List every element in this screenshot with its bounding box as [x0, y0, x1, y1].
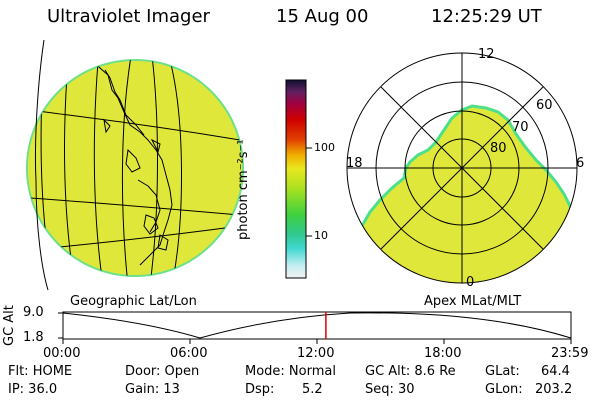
time-tick-0000: 00:00: [43, 346, 81, 361]
geo-grid-outer: [34, 39, 45, 181]
time-label: 12:25:29 UT: [431, 6, 542, 27]
altitude-curve: [62, 312, 572, 339]
geo-panel-label: Geographic Lat/Lon: [70, 294, 197, 309]
mlt-label-12: 12: [478, 47, 495, 62]
status-glon-value: 203.2: [535, 382, 573, 397]
status-glon-label: GLon:: [485, 382, 523, 397]
instrument-title: Ultraviolet Imager: [47, 6, 210, 27]
status-dsp-value: 5.2: [302, 382, 323, 397]
colorbar: [285, 79, 312, 279]
status-mode: Mode: Normal: [245, 364, 336, 379]
status-dsp-label: Dsp:: [245, 382, 275, 397]
lat-label-80: 80: [490, 141, 507, 156]
time-tick-1800: 18:00: [424, 346, 462, 361]
geo-image-disk: [26, 59, 244, 277]
status-glat-value: 64.4: [541, 364, 570, 379]
colorbar-unit-label: photon cm⁻²s⁻¹: [236, 139, 251, 240]
altitude-plot: [58, 311, 572, 344]
altitude-tick-1-8: 1.8: [23, 330, 44, 345]
polar-plot: [346, 52, 578, 284]
status-flt: Flt: HOME: [8, 364, 73, 379]
polar-panel-label: Apex MLat/MLT: [424, 294, 522, 309]
geo-grid-outer-2: [35, 179, 49, 291]
status-glat-label: GLat:: [485, 364, 520, 379]
aurora-oval: [358, 104, 577, 283]
status-door: Door: Open: [125, 364, 200, 379]
status-ip: IP: 36.0: [8, 382, 58, 397]
colorbar-tick-100: 100: [314, 141, 335, 154]
status-gc-alt: GC Alt: 8.6 Re: [365, 364, 456, 379]
lat-label-70: 70: [512, 120, 529, 135]
altitude-axis-label: GC Alt: [2, 305, 17, 346]
status-seq: Seq: 30: [365, 382, 415, 397]
lat-label-60: 60: [536, 98, 553, 113]
coastline: [91, 60, 173, 266]
status-gain: Gain: 13: [125, 382, 180, 397]
time-tick-2359: 23:59: [551, 346, 589, 361]
mlt-label-0: 0: [466, 275, 475, 290]
time-tick-0600: 06:00: [170, 346, 208, 361]
time-tick-1200: 12:00: [297, 346, 335, 361]
altitude-tick-9: 9.0: [23, 305, 44, 320]
mlt-label-18: 18: [346, 156, 363, 171]
date-label: 15 Aug 00: [276, 6, 369, 27]
colorbar-tick-10: 10: [314, 229, 328, 242]
mlt-label-6: 6: [576, 156, 585, 171]
